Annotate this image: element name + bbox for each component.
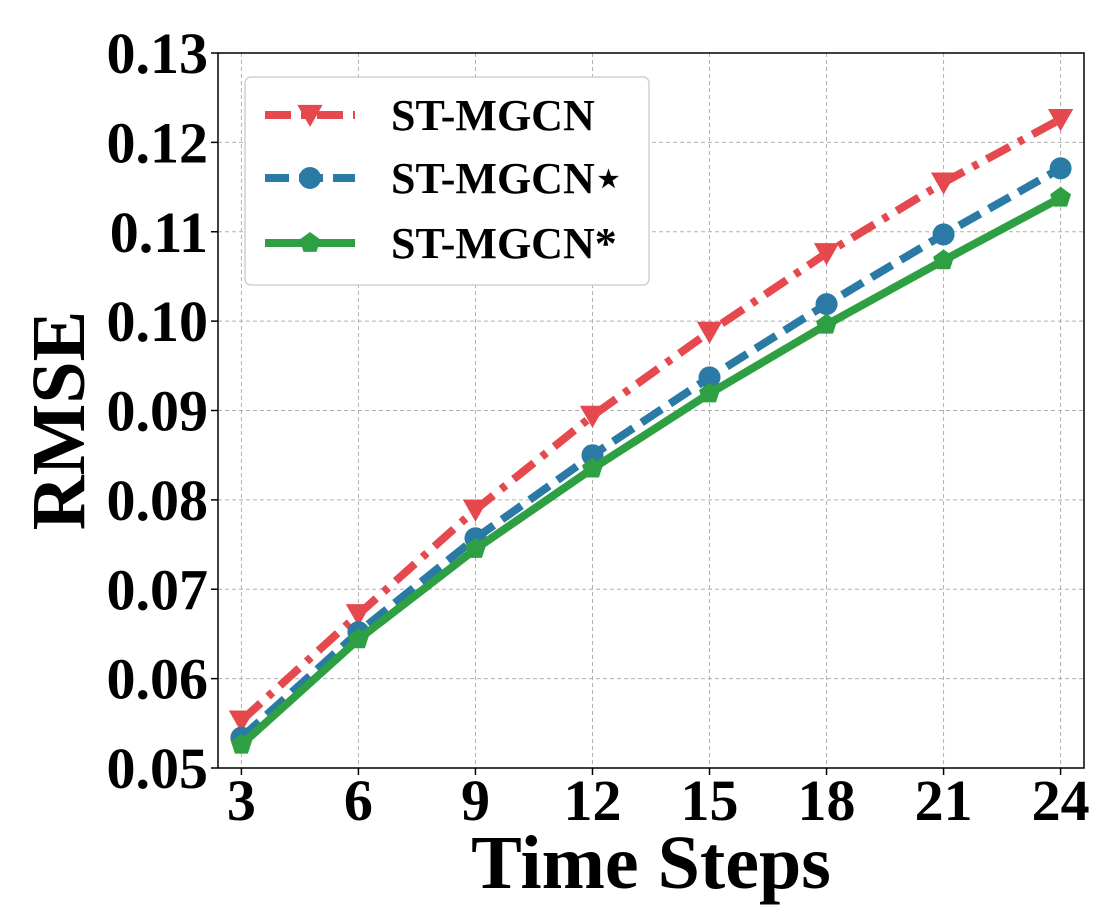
data-point <box>816 313 838 334</box>
legend-marker <box>299 232 321 252</box>
data-point <box>579 405 606 428</box>
data-point <box>698 366 721 389</box>
y-tick-label: 0.07 <box>107 557 209 622</box>
series-group <box>228 109 1074 754</box>
x-tick-label: 9 <box>461 768 490 833</box>
y-tick-label: 0.13 <box>107 21 209 86</box>
legend: ST-MGCN ST-MGCN⋆ ST-MGCN* <box>244 76 650 286</box>
y-axis-ticks: 0.05 0.06 0.07 0.08 0.09 0.10 0.11 0.12 0.13 <box>107 21 218 801</box>
series-1 <box>228 109 1074 733</box>
x-tick-label: 21 <box>915 768 973 833</box>
legend-label: ST-MGCN⋆ <box>391 154 622 203</box>
data-point <box>462 499 489 522</box>
x-axis-ticks: 3 6 9 12 15 18 21 24 <box>227 768 1090 833</box>
data-point <box>1050 186 1072 207</box>
data-point <box>1049 157 1072 180</box>
data-point <box>813 243 840 266</box>
y-tick-label: 0.10 <box>107 289 209 354</box>
data-point <box>1047 109 1074 132</box>
data-point <box>699 382 720 403</box>
x-tick-label: 6 <box>344 768 373 833</box>
series-line <box>238 164 1063 741</box>
series-line <box>238 194 1063 748</box>
data-point <box>345 604 372 627</box>
y-tick-label: 0.12 <box>107 110 209 175</box>
data-point <box>582 457 603 478</box>
x-axis-title: Time Steps <box>471 821 831 905</box>
legend-label: ST-MGCN <box>391 91 595 140</box>
x-tick-label: 15 <box>681 768 739 833</box>
data-point <box>815 293 838 316</box>
data-point <box>696 321 723 344</box>
series-line <box>238 115 1063 724</box>
y-tick-label: 0.06 <box>107 647 209 712</box>
x-tick-label: 3 <box>227 768 256 833</box>
y-tick-label: 0.09 <box>107 379 209 444</box>
y-axis-title: RMSE <box>17 311 101 531</box>
x-tick-label: 12 <box>563 768 621 833</box>
legend-box <box>244 76 650 286</box>
data-point <box>347 628 369 649</box>
x-tick-label: 18 <box>798 768 856 833</box>
y-tick-label: 0.11 <box>110 200 208 265</box>
y-tick-label: 0.05 <box>107 736 209 801</box>
series-3 <box>230 186 1072 754</box>
data-point <box>930 172 957 195</box>
data-point <box>228 710 255 733</box>
y-tick-label: 0.08 <box>107 468 209 533</box>
data-point <box>933 249 955 270</box>
data-point <box>932 223 955 246</box>
data-point <box>230 733 252 754</box>
x-tick-label: 24 <box>1032 768 1090 833</box>
legend-marker <box>299 167 321 189</box>
legend-label: ST-MGCN* <box>391 219 617 268</box>
legend-marker <box>297 104 323 128</box>
data-point <box>464 538 486 558</box>
